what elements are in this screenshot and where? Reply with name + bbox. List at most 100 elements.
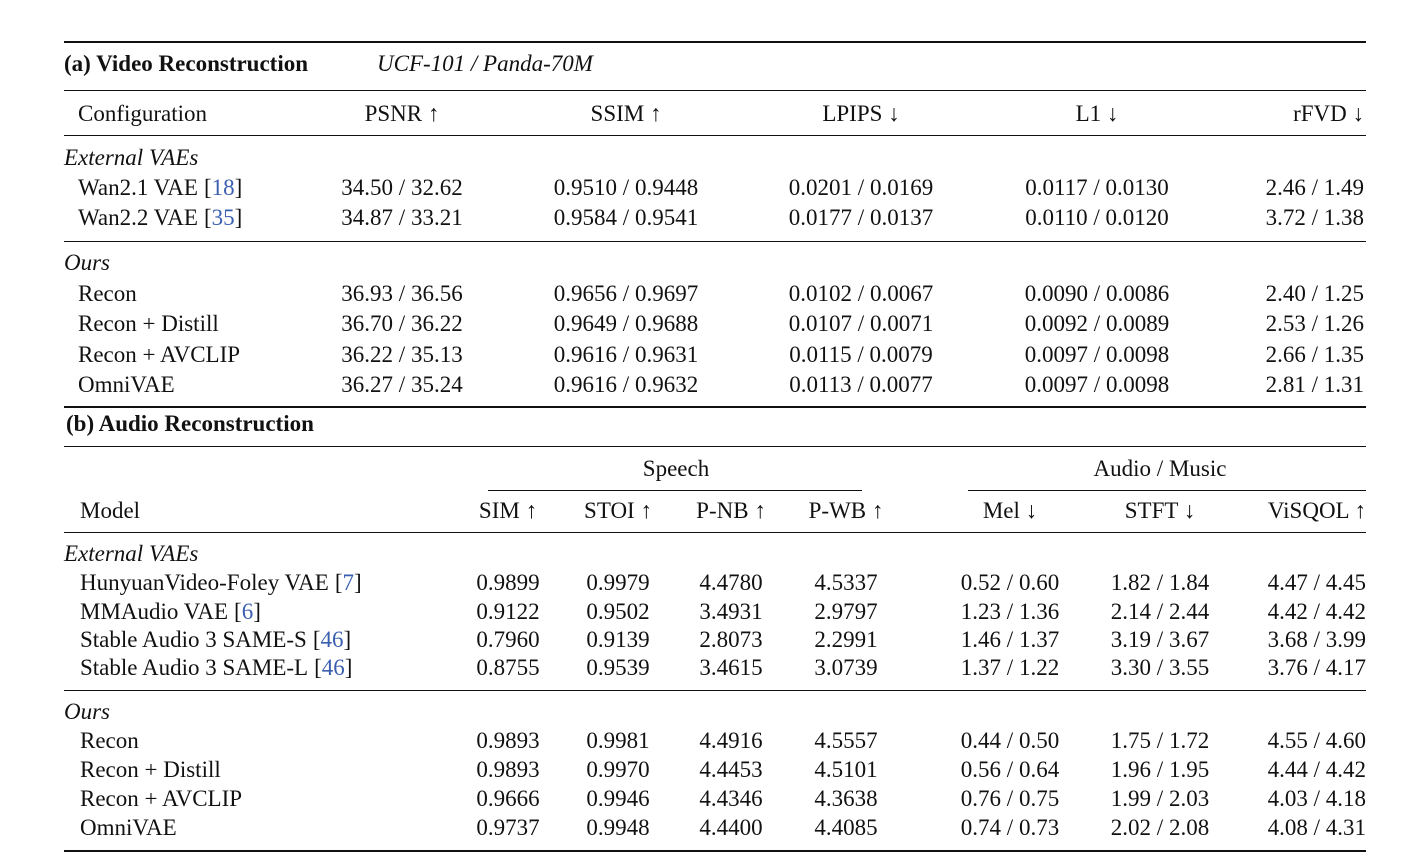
row-label: Recon + Distill bbox=[78, 311, 219, 337]
group-label: External VAEs bbox=[64, 145, 199, 170]
cell: 1.96 / 1.95 bbox=[1110, 757, 1210, 782]
citation-number: 35 bbox=[211, 205, 235, 230]
row-label: OmniVAE bbox=[80, 815, 177, 841]
cell: 0.9981 bbox=[586, 728, 650, 753]
cell: 34.87 / 33.21 bbox=[341, 205, 463, 230]
rule bbox=[64, 41, 1366, 44]
row-label: Recon bbox=[78, 281, 137, 307]
section-title: (a) Video Reconstruction bbox=[64, 51, 309, 76]
citation-number: 7 bbox=[342, 570, 355, 595]
section-subtitle: UCF-101 / Panda-70M bbox=[377, 51, 593, 76]
row-name: Recon + Distill bbox=[80, 757, 221, 782]
cell: 2.40 / 1.25 bbox=[1265, 281, 1364, 306]
bracket: [ bbox=[314, 655, 322, 680]
cell: 4.4400 bbox=[699, 815, 763, 840]
cell: 36.70 / 36.22 bbox=[341, 311, 463, 336]
cell: 3.72 / 1.38 bbox=[1265, 205, 1364, 230]
bracket: [ bbox=[312, 627, 321, 652]
citation-number: 46 bbox=[321, 655, 345, 680]
cell: 0.9737 bbox=[476, 815, 540, 840]
cell: 0.9948 bbox=[586, 815, 650, 840]
row-label: MMAudio VAE [6] bbox=[80, 599, 261, 625]
cell: 4.5101 bbox=[814, 757, 878, 782]
bracket: ] bbox=[234, 175, 243, 200]
row-label: Wan2.1 VAE [18] bbox=[78, 175, 242, 201]
cell: 0.76 / 0.75 bbox=[960, 786, 1060, 811]
cell: 4.4453 bbox=[699, 757, 763, 782]
citation: [46] bbox=[314, 655, 352, 680]
group-label: Ours bbox=[64, 699, 111, 724]
column-header: rFVD ↓ bbox=[1293, 101, 1364, 126]
cell: 0.9979 bbox=[586, 570, 650, 595]
row-label: HunyuanVideo-Foley VAE [7] bbox=[80, 570, 362, 596]
row-name: OmniVAE bbox=[78, 372, 175, 397]
column-header: Configuration bbox=[78, 101, 208, 126]
cell: 3.19 / 3.67 bbox=[1110, 627, 1210, 652]
bracket: ] bbox=[253, 599, 261, 624]
cell: 1.82 / 1.84 bbox=[1110, 570, 1210, 595]
cell: 0.0177 / 0.0137 bbox=[788, 205, 934, 230]
cell: 4.55 / 4.60 bbox=[1267, 728, 1366, 753]
rule bbox=[64, 850, 1366, 853]
cell: 2.2991 bbox=[814, 627, 878, 652]
cell: 4.4346 bbox=[699, 786, 763, 811]
citation-number: 46 bbox=[320, 627, 344, 652]
cell: 0.74 / 0.73 bbox=[960, 815, 1060, 840]
cell: 0.0110 / 0.0120 bbox=[1025, 205, 1169, 230]
bracket: [ bbox=[203, 205, 212, 230]
cell: 0.8755 bbox=[476, 655, 540, 680]
row-name: Recon + AVCLIP bbox=[80, 786, 243, 811]
cell: 4.47 / 4.45 bbox=[1267, 570, 1366, 595]
column-header: LPIPS ↓ bbox=[822, 101, 900, 126]
cell: 3.76 / 4.17 bbox=[1267, 655, 1366, 680]
column-header: L1 ↓ bbox=[1075, 101, 1119, 126]
row-label: Wan2.2 VAE [35] bbox=[78, 205, 242, 231]
row-name: Recon bbox=[78, 281, 137, 306]
column-group: Audio / Music bbox=[1093, 456, 1227, 481]
row-name: MMAudio VAE bbox=[80, 599, 229, 624]
cell: 2.02 / 2.08 bbox=[1110, 815, 1210, 840]
row-name: Recon + Distill bbox=[78, 311, 219, 336]
cell: 0.0201 / 0.0169 bbox=[788, 175, 934, 200]
citation-number: 18 bbox=[211, 175, 235, 200]
rule bbox=[64, 532, 1366, 534]
column-header: STFT ↓ bbox=[1124, 498, 1196, 523]
cell: 4.5557 bbox=[814, 728, 878, 753]
cell: 0.9539 bbox=[586, 655, 650, 680]
cell: 1.23 / 1.36 bbox=[960, 599, 1060, 624]
cell: 0.0097 / 0.0098 bbox=[1024, 372, 1170, 397]
citation: [46] bbox=[313, 627, 351, 652]
column-header: SIM ↑ bbox=[478, 498, 538, 523]
cell: 3.4931 bbox=[699, 599, 763, 624]
row-label: Recon + Distill bbox=[80, 757, 221, 783]
cell: 0.9122 bbox=[476, 599, 540, 624]
rule bbox=[968, 490, 1366, 492]
bracket: [ bbox=[203, 175, 212, 200]
bracket: [ bbox=[234, 599, 242, 624]
citation: [6] bbox=[234, 599, 261, 624]
cell: 2.81 / 1.31 bbox=[1265, 372, 1364, 397]
cell: 0.9656 / 0.9697 bbox=[553, 281, 699, 306]
column-header: PSNR ↑ bbox=[364, 101, 440, 126]
bracket: [ bbox=[334, 570, 343, 595]
cell: 0.9893 bbox=[476, 757, 540, 782]
cell: 4.4780 bbox=[699, 570, 763, 595]
cell: 0.0092 / 0.0089 bbox=[1024, 311, 1170, 336]
column-group: Speech bbox=[642, 456, 710, 481]
bracket: ] bbox=[354, 570, 362, 595]
cell: 2.9797 bbox=[814, 599, 878, 624]
row-name: OmniVAE bbox=[80, 815, 177, 840]
rule bbox=[64, 135, 1366, 137]
cell: 0.9946 bbox=[586, 786, 650, 811]
bracket: ] bbox=[343, 627, 352, 652]
cell: 0.0102 / 0.0067 bbox=[788, 281, 934, 306]
column-header: P-WB ↑ bbox=[808, 498, 884, 523]
rule bbox=[64, 406, 1366, 409]
cell: 4.44 / 4.42 bbox=[1267, 757, 1366, 782]
column-header: Model bbox=[80, 498, 141, 523]
cell: 1.75 / 1.72 bbox=[1110, 728, 1210, 753]
row-name: Wan2.1 VAE bbox=[78, 175, 198, 200]
cell: 3.30 / 3.55 bbox=[1110, 655, 1210, 680]
cell: 36.27 / 35.24 bbox=[341, 372, 463, 397]
